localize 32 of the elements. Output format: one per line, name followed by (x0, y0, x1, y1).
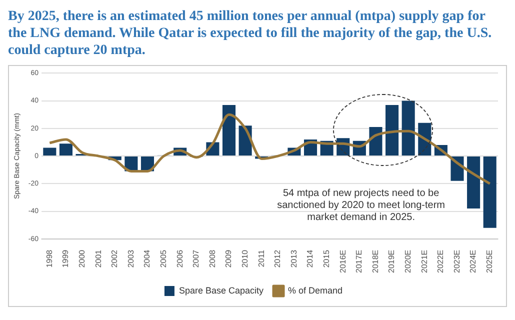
x-tick-label: 2004 (142, 249, 152, 268)
x-tick-label: 2023E (452, 250, 462, 274)
x-tick-label: 2002 (110, 249, 120, 268)
x-tick-label: 2010 (240, 249, 250, 268)
legend-label: Spare Base Capacity (178, 285, 264, 296)
x-tick-label: 2015 (322, 249, 332, 268)
x-tick-label: 2024E (468, 250, 478, 274)
x-tick-label: 2001 (94, 249, 103, 268)
x-tick-label: 1999 (61, 249, 70, 268)
x-tick-label: 2000 (77, 249, 86, 268)
x-tick-label: 2009 (224, 249, 234, 268)
x-tick-label: 2008 (208, 249, 217, 268)
x-tick-label: 2018E (370, 250, 380, 274)
x-tick-label: 2003 (126, 249, 136, 268)
x-tick-label: 1998 (44, 249, 54, 268)
x-tick-label: 2014 (306, 249, 315, 268)
x-tick-label: 2005 (158, 249, 168, 268)
x-tick-label: 2006 (175, 249, 184, 268)
x-tick-label: 2017E (354, 250, 364, 274)
x-tick-label: 2022E (436, 250, 446, 274)
x-tick-label: 2019E (387, 250, 396, 274)
x-tick-label: 2021E (420, 250, 429, 274)
chart-title: By 2025, there is an estimated 45 million tones per annual (mtpa) supply gap for the LNG demand. While Qatar is expected to fill the majority of the gap, the U.S. could capture 20 mtpa. (8, 8, 493, 59)
x-tick-label: 2025E (485, 250, 494, 274)
x-tick-label: 2011 (256, 249, 266, 268)
x-tick-label: 2007 (192, 249, 201, 268)
x-tick-label: 2020E (404, 250, 413, 274)
annotation: 54 mtpa of new projects need to be sanctioned by 2020 to meet long-term market demand in 2025. (277, 188, 445, 224)
x-tick-label: 2016E (338, 250, 348, 274)
x-tick-label: 2013 (289, 249, 298, 268)
legend-label: % of Demand (288, 285, 343, 296)
x-tick-label: 2012 (273, 249, 282, 268)
